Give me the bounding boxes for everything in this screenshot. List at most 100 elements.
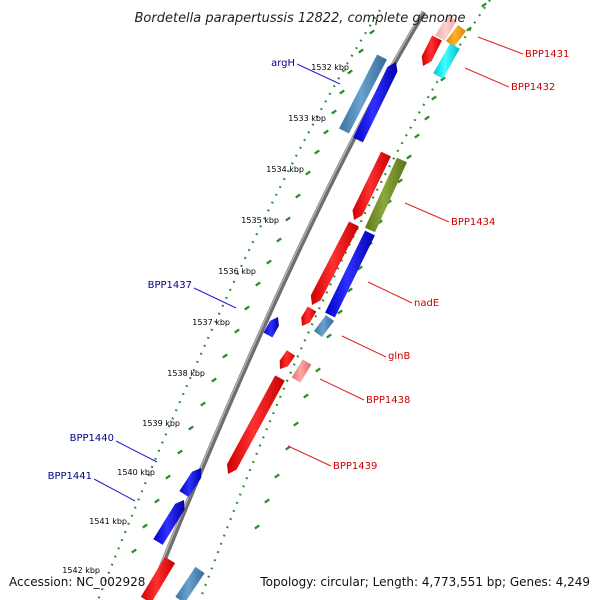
gene-label-argh[interactable]: argH: [271, 58, 295, 69]
map-title: Bordetella parapertussis 12822, complete…: [135, 11, 466, 26]
label-leader-lines: [93, 36, 524, 502]
feature-glnB: [314, 315, 334, 337]
tick-arcs: [96, 0, 491, 600]
outer-tick-16: [315, 367, 321, 373]
accession-text: Accession: NC_002928: [9, 575, 145, 589]
inner-tick-17: [200, 401, 206, 407]
inner-tick-2: [347, 69, 353, 75]
feature-BPP1434: [352, 151, 391, 220]
genome-summary-text: Topology: circular; Length: 4,773,551 bp…: [259, 575, 590, 589]
leader-line-bpp1440: [115, 440, 158, 463]
tick-label-1538-kbp: 1538 kbp: [167, 369, 205, 378]
outer-tick-21: [264, 498, 270, 504]
feature-BPP1439: [227, 375, 285, 474]
inner-tick-19: [177, 449, 183, 455]
tick-marks: [131, 2, 487, 554]
gene-label-bpp1439[interactable]: BPP1439: [333, 461, 377, 472]
inner-tick-18: [188, 425, 194, 431]
leader-line-bpp1431: [477, 36, 524, 55]
outer-tick-8: [397, 178, 403, 184]
outer-tick-13: [347, 287, 353, 293]
tick-label-1536-kbp: 1536 kbp: [218, 267, 256, 276]
gene-label-bpp1434[interactable]: BPP1434: [451, 217, 495, 228]
inner-tick-10: [276, 237, 282, 243]
gene-label-bpp1437[interactable]: BPP1437: [148, 280, 192, 291]
gene-label-bpp1441[interactable]: BPP1441: [48, 471, 92, 482]
tick-label-1535-kbp: 1535 kbp: [241, 216, 279, 225]
inner-tick-16: [211, 377, 217, 383]
feature-BPP1441: [153, 500, 185, 545]
outer-tick-4: [431, 95, 437, 101]
inner-tick-0: [369, 29, 375, 35]
outer-tick-1: [466, 26, 472, 32]
feature-bar-steel: [339, 54, 387, 134]
inner-tick-20: [165, 474, 171, 480]
gene-label-bpp1432[interactable]: BPP1432: [511, 82, 555, 93]
inner-tick-11: [266, 259, 272, 265]
feature-bar-blue-right: [325, 230, 375, 318]
inner-tick-21: [154, 498, 160, 504]
inner-tick-6: [314, 149, 320, 155]
leader-line-bpp1432: [464, 67, 510, 88]
inner-tick-4: [331, 109, 337, 115]
tick-label-1537-kbp: 1537 kbp: [192, 318, 230, 327]
inner-tick-3: [339, 89, 345, 95]
tick-label-1542-kbp: 1542 kbp: [62, 566, 100, 575]
leader-line-bpp1441: [93, 478, 136, 502]
feature-BPP1431: [421, 35, 442, 66]
inner-tick-8: [295, 193, 301, 199]
tick-label-1534-kbp: 1534 kbp: [266, 165, 304, 174]
leader-line-nade: [367, 281, 413, 304]
feature-argH: [353, 62, 398, 143]
inner-tick-7: [305, 170, 311, 176]
leader-line-bpp1437: [193, 287, 237, 309]
gene-features: [140, 15, 466, 600]
feature-BPP1437: [263, 317, 279, 338]
feature-bar-small-red: [301, 306, 317, 326]
tick-label-1541-kbp: 1541 kbp: [89, 517, 127, 526]
tick-label-1540-kbp: 1540 kbp: [117, 468, 155, 477]
leader-line-argh: [296, 63, 341, 85]
inner-tick-23: [131, 548, 137, 554]
feature-bar-lightpink: [435, 15, 457, 41]
feature-bar-bottom-red: [140, 556, 176, 600]
feature-bar-red-small2: [279, 350, 296, 369]
outer-tick-5: [424, 115, 430, 121]
inner-tick-15: [222, 353, 228, 359]
inner-tick-9: [285, 216, 291, 222]
outer-tick-17: [303, 393, 309, 399]
outer-tick-6: [414, 133, 420, 139]
gene-labels: argH BPP1437 BPP1440 BPP1441 BPP1431 BPP1432 B…: [48, 49, 570, 482]
leader-line-bpp1439: [287, 445, 332, 467]
gene-label-bpp1431[interactable]: BPP1431: [525, 49, 569, 60]
leader-line-bpp1438: [319, 378, 365, 401]
outer-tick-20: [274, 473, 280, 479]
outer-tick-3: [440, 76, 446, 82]
feature-bar-bottom-steel: [175, 566, 205, 600]
feature-bar-cyan: [433, 43, 460, 79]
leader-line-glnb: [341, 335, 387, 358]
feature-bar-olive: [365, 157, 407, 233]
inner-tick-5: [323, 129, 329, 135]
tick-labels: 1532 kbp 1533 kbp 1534 kbp 1535 kbp 1536 kbp…: [62, 63, 349, 575]
feature-bar-orange: [446, 25, 466, 47]
outer-tick-7: [406, 154, 412, 160]
inner-tick-14: [234, 328, 240, 334]
outer-tick-22: [254, 524, 260, 530]
leader-line-bpp1434: [404, 202, 450, 223]
tick-label-1532-kbp: 1532 kbp: [311, 63, 349, 72]
outer-tick-15: [326, 333, 332, 339]
outer-tick-18: [293, 421, 299, 427]
gene-label-bpp1440[interactable]: BPP1440: [70, 433, 114, 444]
tick-label-1533-kbp: 1533 kbp: [288, 114, 326, 123]
feature-BPP1440: [179, 468, 202, 497]
gene-label-bpp1438[interactable]: BPP1438: [366, 395, 410, 406]
inner-tick-1: [358, 48, 364, 54]
outer-tick-12: [357, 265, 363, 271]
gene-label-glnb[interactable]: glnB: [388, 351, 410, 362]
feature-nadE: [310, 221, 359, 305]
outer-tick-14: [337, 309, 343, 315]
inner-tick-12: [255, 281, 261, 287]
gene-label-nade[interactable]: nadE: [414, 298, 439, 309]
